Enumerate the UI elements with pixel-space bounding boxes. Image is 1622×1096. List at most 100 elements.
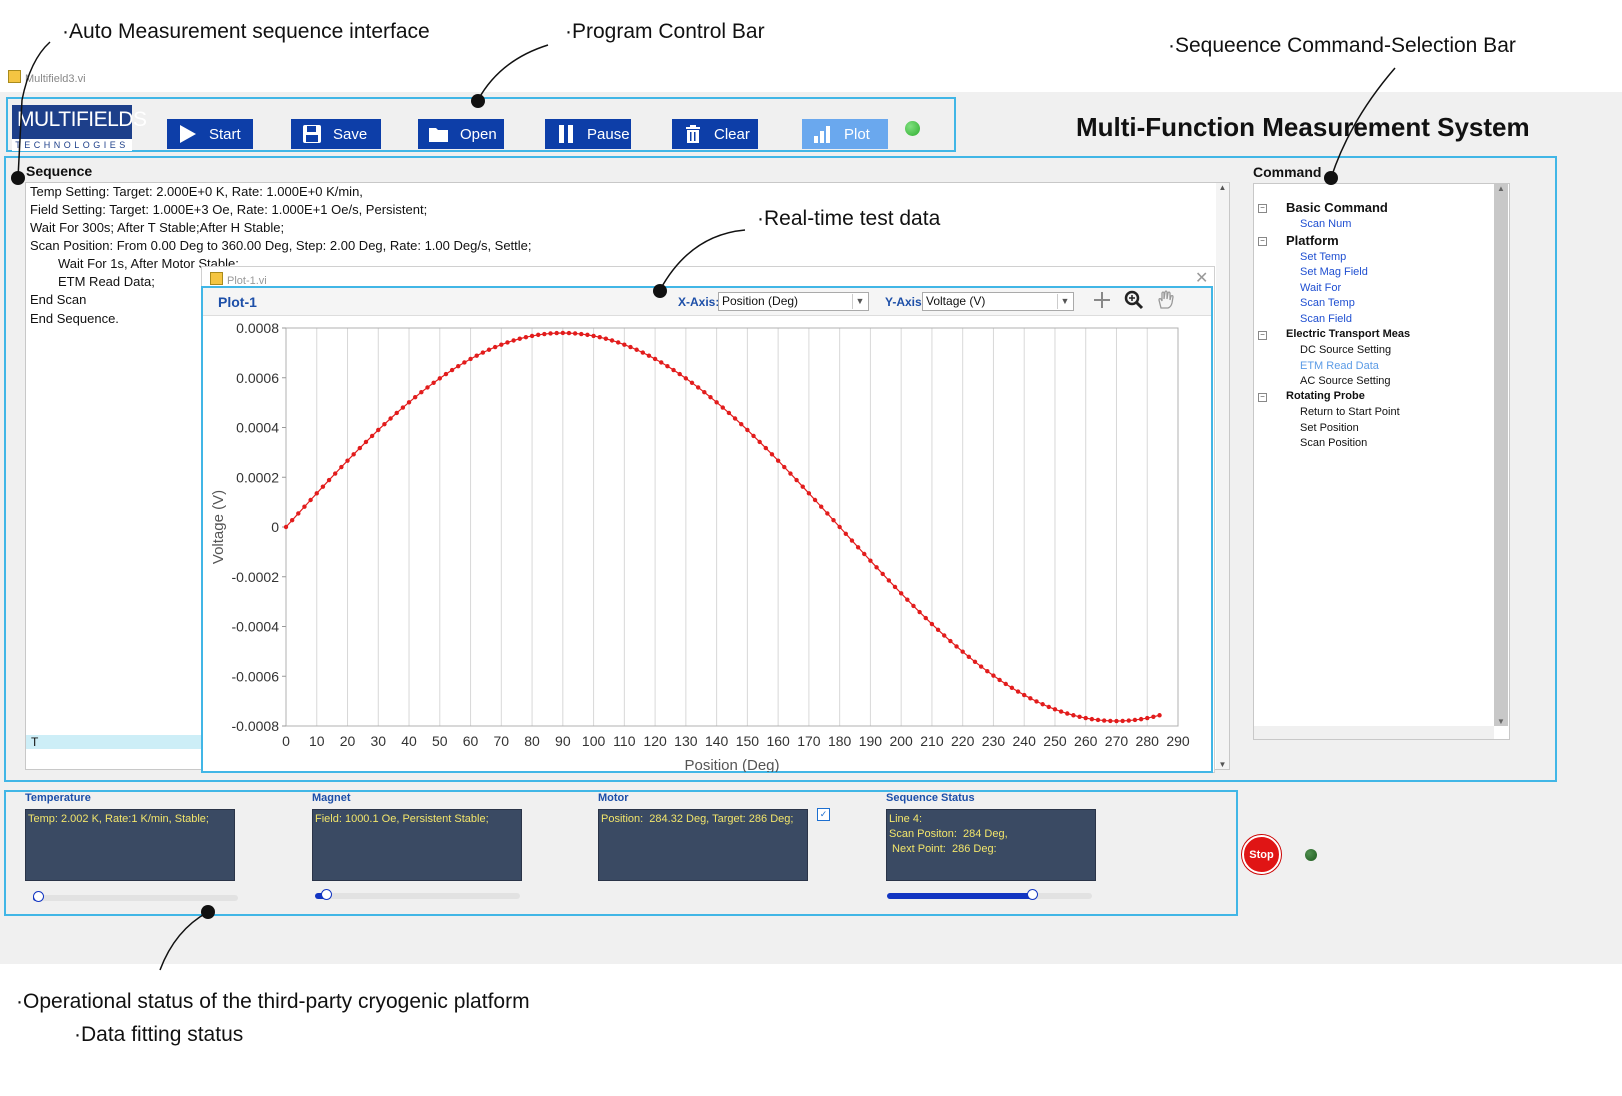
y-tick-label: 0.0006 <box>236 370 279 386</box>
command-scrollbar[interactable]: ▲ ▼ <box>1494 184 1508 726</box>
data-point <box>671 367 676 373</box>
x-axis-dropdown[interactable]: Position (Deg) ▼ <box>718 292 869 311</box>
save-button[interactable]: Save <box>291 119 381 149</box>
clear-button[interactable]: Clear <box>672 119 758 149</box>
data-point <box>849 538 855 543</box>
play-icon <box>177 123 199 145</box>
x-tick-label: 250 <box>1043 733 1067 749</box>
data-point <box>788 471 793 476</box>
start-button[interactable]: Start <box>167 119 253 149</box>
sequence-line[interactable]: Temp Setting: Target: 2.000E+0 K, Rate: … <box>30 184 363 199</box>
tree-item-dc-source[interactable]: DC Source Setting <box>1300 344 1392 356</box>
data-point <box>911 603 916 609</box>
temperature-slider[interactable] <box>33 891 238 902</box>
data-point <box>929 621 935 627</box>
slider-knob[interactable] <box>33 891 44 902</box>
pause-button[interactable]: Pause <box>545 119 631 149</box>
collapse-icon[interactable]: − <box>1258 393 1267 402</box>
stop-button[interactable]: Stop <box>1242 835 1281 874</box>
collapse-icon[interactable]: − <box>1258 204 1267 213</box>
data-point <box>394 410 399 416</box>
y-tick-label: 0 <box>271 519 279 535</box>
x-tick-label: 20 <box>340 733 356 749</box>
y-axis-selector-label: Y-Axis: <box>885 295 926 309</box>
sequence-line[interactable]: Field Setting: Target: 1.000E+3 Oe, Rate… <box>30 202 428 217</box>
x-tick-label: 220 <box>951 733 975 749</box>
sequence-line[interactable]: End Scan <box>30 292 87 307</box>
scroll-up-icon[interactable]: ▲ <box>1497 184 1505 193</box>
zoom-icon[interactable] <box>1124 290 1144 315</box>
data-point <box>1015 689 1021 694</box>
tree-group-basic-command[interactable]: Basic Command <box>1286 200 1388 215</box>
slider-knob[interactable] <box>320 889 332 900</box>
tree-group-platform[interactable]: Platform <box>1286 233 1339 248</box>
chart-grid <box>285 328 1179 726</box>
sequence-selected-line[interactable]: T <box>26 735 206 749</box>
tree-item-set-position[interactable]: Set Position <box>1300 422 1359 434</box>
collapse-icon[interactable]: − <box>1258 331 1267 340</box>
x-tick-label: 150 <box>736 733 760 749</box>
sequence-line[interactable]: ETM Read Data; <box>58 274 155 289</box>
slider-fill <box>887 893 1032 899</box>
voltage-position-chart[interactable]: 0 10 20 30 40 50 60 70 80 90 100 110 120 130 140 150 160… <box>203 316 1211 772</box>
save-icon <box>301 123 323 145</box>
sequence-line[interactable]: Scan Position: From 0.00 Deg to 360.00 D… <box>30 238 532 253</box>
data-point <box>948 638 953 644</box>
tree-item-return-start[interactable]: Return to Start Point <box>1300 406 1400 418</box>
magnet-label: Magnet <box>312 792 351 804</box>
data-point <box>492 344 498 350</box>
tree-item-scan-num[interactable]: Scan Num <box>1300 218 1352 230</box>
x-tick-label: 40 <box>401 733 417 749</box>
y-axis-dropdown[interactable]: Voltage (V) ▼ <box>922 292 1074 311</box>
sequence-line[interactable]: Wait For 300s; After T Stable;After H St… <box>30 220 285 235</box>
tree-item-wait-for[interactable]: Wait For <box>1300 282 1342 294</box>
chevron-down-icon: ▼ <box>1057 294 1072 309</box>
crosshair-icon[interactable] <box>1092 290 1112 315</box>
bullet: · <box>1168 34 1175 57</box>
open-button[interactable]: Open <box>418 119 504 149</box>
data-point <box>412 394 418 400</box>
tree-item-scan-field[interactable]: Scan Field <box>1300 313 1352 325</box>
sequence-progress-slider[interactable] <box>887 889 1092 900</box>
scroll-up-icon[interactable]: ▲ <box>1218 183 1227 192</box>
tree-item-etm-read-data[interactable]: ETM Read Data <box>1300 360 1379 372</box>
tree-item-set-temp[interactable]: Set Temp <box>1300 251 1347 263</box>
annotation-operational: ·Operational status of the third-party c… <box>16 990 530 1014</box>
x-axis-dropdown-value: Position (Deg) <box>722 294 799 308</box>
plot-button[interactable]: Plot <box>802 119 888 149</box>
bullet: · <box>565 20 572 43</box>
slider-knob[interactable] <box>1026 889 1038 900</box>
x-tick-label: 190 <box>859 733 883 749</box>
data-point <box>468 356 473 362</box>
data-point <box>443 371 449 377</box>
tree-item-scan-position[interactable]: Scan Position <box>1300 437 1368 449</box>
hand-icon[interactable] <box>1156 290 1176 315</box>
scroll-down-icon[interactable]: ▼ <box>1218 760 1227 769</box>
y-tick-label: 0.0004 <box>236 420 279 436</box>
sequence-line[interactable]: End Sequence. <box>30 311 119 326</box>
data-point <box>511 338 516 343</box>
data-point <box>1003 681 1008 687</box>
y-tick-label: -0.0008 <box>232 718 280 734</box>
magnet-slider[interactable] <box>315 889 520 900</box>
scroll-down-icon[interactable]: ▼ <box>1497 717 1505 726</box>
tree-group-rotating-probe[interactable]: Rotating Probe <box>1286 390 1365 402</box>
sequence-line[interactable]: Wait For 1s, After Motor Stable; <box>58 256 239 271</box>
annotation-command-bar: ·Sequeence Command-Selection Bar <box>1168 34 1516 58</box>
data-point <box>560 330 566 336</box>
tree-group-electric-transport[interactable]: Electric Transport Meas <box>1286 328 1411 340</box>
sequence-scrollbar[interactable]: ▲ ▼ <box>1216 183 1229 769</box>
y-tick-label: 0.0008 <box>236 320 279 336</box>
data-point <box>831 518 836 523</box>
data-point <box>739 421 744 427</box>
tree-item-scan-temp[interactable]: Scan Temp <box>1300 297 1355 309</box>
collapse-icon[interactable]: − <box>1258 237 1267 246</box>
motor-checkbox[interactable]: ✓ <box>817 808 830 821</box>
company-logo: MULTIFIELDS TECHNOLOGIES <box>12 105 147 151</box>
tree-item-ac-source[interactable]: AC Source Setting <box>1300 375 1391 387</box>
tree-item-set-mag-field[interactable]: Set Mag Field <box>1300 266 1368 278</box>
data-point <box>1145 715 1150 721</box>
command-horizontal-scrollbar[interactable] <box>1254 726 1494 739</box>
data-point <box>1089 716 1095 722</box>
close-icon[interactable]: ✕ <box>1195 270 1209 287</box>
